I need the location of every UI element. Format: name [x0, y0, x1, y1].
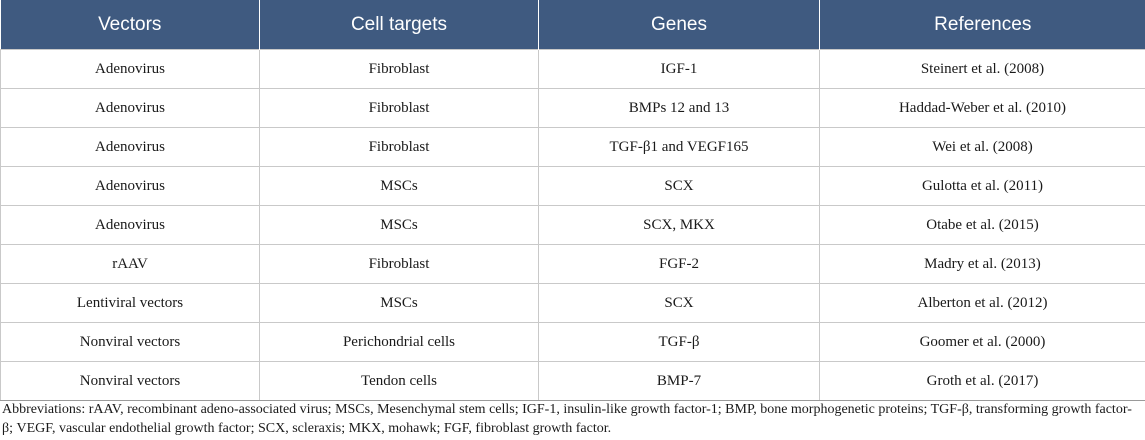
cell-gene: FGF-2	[538, 244, 820, 284]
header-references: References	[819, 0, 1145, 50]
cell-reference: Otabe et al. (2015)	[819, 205, 1145, 245]
header-genes: Genes	[538, 0, 820, 50]
cell-reference: Haddad-Weber et al. (2010)	[819, 88, 1145, 128]
gene-vector-table: Vectors Cell targets Genes References Ad…	[0, 0, 1145, 401]
cell-vector: Nonviral vectors	[0, 361, 260, 401]
table-row: Lentiviral vectors MSCs SCX Alberton et …	[0, 283, 1145, 323]
table-header: Vectors Cell targets Genes References	[0, 0, 1145, 50]
cell-vector: Adenovirus	[0, 166, 260, 206]
table-row: Nonviral vectors Tendon cells BMP-7 Grot…	[0, 361, 1145, 401]
table-row: Adenovirus MSCs SCX Gulotta et al. (2011…	[0, 166, 1145, 206]
table-row: Nonviral vectors Perichondrial cells TGF…	[0, 322, 1145, 362]
table-body: Adenovirus Fibroblast IGF-1 Steinert et …	[0, 49, 1145, 401]
cell-target: Fibroblast	[259, 244, 539, 284]
cell-target: MSCs	[259, 205, 539, 245]
header-row: Vectors Cell targets Genes References	[0, 0, 1145, 50]
cell-gene: TGF-β	[538, 322, 820, 362]
cell-target: Fibroblast	[259, 127, 539, 167]
cell-gene: TGF-β1 and VEGF165	[538, 127, 820, 167]
table-row: Adenovirus Fibroblast TGF-β1 and VEGF165…	[0, 127, 1145, 167]
table-row: Adenovirus MSCs SCX, MKX Otabe et al. (2…	[0, 205, 1145, 245]
cell-vector: rAAV	[0, 244, 260, 284]
cell-gene: SCX	[538, 166, 820, 206]
cell-vector: Adenovirus	[0, 49, 260, 89]
table-row: Adenovirus Fibroblast IGF-1 Steinert et …	[0, 49, 1145, 89]
cell-target: Fibroblast	[259, 49, 539, 89]
table-container: Vectors Cell targets Genes References Ad…	[0, 0, 1145, 401]
cell-target: Tendon cells	[259, 361, 539, 401]
cell-target: Fibroblast	[259, 88, 539, 128]
cell-reference: Goomer et al. (2000)	[819, 322, 1145, 362]
cell-vector: Adenovirus	[0, 205, 260, 245]
cell-reference: Madry et al. (2013)	[819, 244, 1145, 284]
cell-gene: BMPs 12 and 13	[538, 88, 820, 128]
cell-target: MSCs	[259, 166, 539, 206]
cell-vector: Lentiviral vectors	[0, 283, 260, 323]
header-vectors: Vectors	[0, 0, 260, 50]
abbreviations-footnote: Abbreviations: rAAV, recombinant adeno-a…	[2, 402, 1132, 436]
header-cell-targets: Cell targets	[259, 0, 539, 50]
cell-target: MSCs	[259, 283, 539, 323]
cell-reference: Alberton et al. (2012)	[819, 283, 1145, 323]
table-row: Adenovirus Fibroblast BMPs 12 and 13 Had…	[0, 88, 1145, 128]
cell-gene: SCX, MKX	[538, 205, 820, 245]
cell-gene: IGF-1	[538, 49, 820, 89]
cell-reference: Gulotta et al. (2011)	[819, 166, 1145, 206]
cell-vector: Nonviral vectors	[0, 322, 260, 362]
cell-gene: BMP-7	[538, 361, 820, 401]
cell-vector: Adenovirus	[0, 88, 260, 128]
cell-reference: Groth et al. (2017)	[819, 361, 1145, 401]
cell-target: Perichondrial cells	[259, 322, 539, 362]
cell-reference: Steinert et al. (2008)	[819, 49, 1145, 89]
table-row: rAAV Fibroblast FGF-2 Madry et al. (2013…	[0, 244, 1145, 284]
cell-vector: Adenovirus	[0, 127, 260, 167]
cell-gene: SCX	[538, 283, 820, 323]
cell-reference: Wei et al. (2008)	[819, 127, 1145, 167]
